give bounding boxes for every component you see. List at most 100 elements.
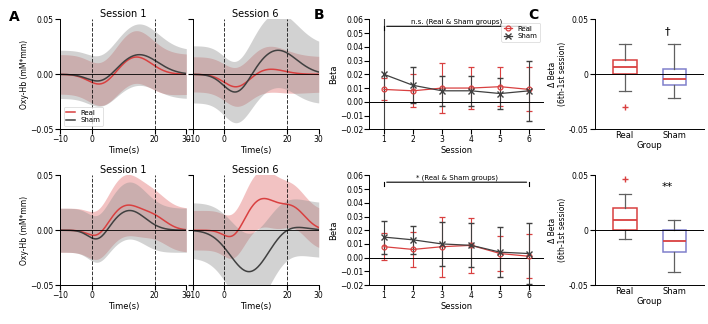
Sham bbox=[231, 90, 239, 94]
Real bbox=[260, 197, 268, 201]
Title: Session 6: Session 6 bbox=[232, 9, 279, 19]
Real bbox=[267, 67, 275, 71]
Sham bbox=[264, 52, 273, 56]
Line: Real: Real bbox=[60, 205, 186, 235]
Sham bbox=[56, 73, 64, 76]
Text: ch.11: ch.11 bbox=[0, 211, 1, 249]
Real bbox=[171, 225, 180, 229]
Line: Real: Real bbox=[193, 69, 319, 87]
Real bbox=[163, 70, 171, 74]
Text: C: C bbox=[529, 8, 539, 22]
Real bbox=[132, 204, 140, 208]
Real bbox=[266, 198, 275, 202]
Real bbox=[56, 228, 64, 232]
Title: Session 1: Session 1 bbox=[100, 165, 147, 175]
Y-axis label: Δ Beta
(6th-1st session): Δ Beta (6th-1st session) bbox=[548, 42, 567, 107]
Real bbox=[295, 72, 304, 75]
X-axis label: Time(s): Time(s) bbox=[108, 302, 139, 311]
Real bbox=[304, 217, 312, 221]
Sham bbox=[189, 73, 198, 76]
X-axis label: Time(s): Time(s) bbox=[240, 146, 271, 155]
Real bbox=[56, 73, 64, 76]
Sham bbox=[171, 228, 180, 232]
Y-axis label: Oxy-Hb (mM*mm): Oxy-Hb (mM*mm) bbox=[20, 40, 29, 109]
Sham bbox=[266, 51, 275, 54]
Real bbox=[134, 205, 142, 209]
Sham bbox=[135, 53, 144, 57]
Sham bbox=[304, 65, 312, 69]
Real bbox=[90, 233, 98, 237]
Legend: Real, Sham: Real, Sham bbox=[64, 107, 103, 126]
X-axis label: Session: Session bbox=[440, 302, 473, 311]
Sham bbox=[188, 73, 197, 76]
Sham bbox=[56, 228, 64, 232]
Real bbox=[182, 228, 190, 232]
Real bbox=[264, 197, 273, 201]
Real bbox=[295, 209, 304, 213]
Real bbox=[132, 205, 140, 209]
Line: Real: Real bbox=[193, 199, 319, 237]
Sham bbox=[189, 229, 198, 233]
Text: **: ** bbox=[661, 182, 673, 192]
Sham bbox=[163, 66, 171, 70]
Y-axis label: Oxy-Hb (mM*mm): Oxy-Hb (mM*mm) bbox=[20, 196, 29, 265]
Sham bbox=[264, 251, 273, 255]
Real bbox=[188, 73, 197, 76]
Line: Real: Real bbox=[60, 57, 186, 84]
Sham bbox=[132, 210, 140, 214]
Sham bbox=[57, 73, 65, 76]
Real bbox=[94, 82, 103, 86]
X-axis label: Session: Session bbox=[440, 146, 473, 155]
Real bbox=[132, 55, 141, 59]
Real bbox=[188, 228, 197, 232]
Sham bbox=[93, 79, 101, 83]
Sham bbox=[304, 226, 312, 230]
Sham bbox=[125, 209, 134, 213]
Line: Sham: Sham bbox=[193, 227, 319, 272]
Sham bbox=[57, 228, 65, 232]
Sham bbox=[314, 70, 323, 74]
Real bbox=[131, 55, 139, 59]
Sham bbox=[132, 210, 140, 214]
X-axis label: Group: Group bbox=[636, 141, 663, 150]
Y-axis label: Beta: Beta bbox=[329, 220, 338, 240]
Sham bbox=[263, 52, 272, 56]
Sham bbox=[91, 237, 100, 241]
X-axis label: Time(s): Time(s) bbox=[240, 302, 271, 311]
Real bbox=[264, 67, 273, 71]
Sham bbox=[295, 226, 304, 229]
Text: * (Real & Sham groups): * (Real & Sham groups) bbox=[416, 174, 498, 181]
Title: Session 6: Session 6 bbox=[232, 165, 279, 175]
Real bbox=[232, 85, 240, 89]
Text: B: B bbox=[314, 8, 324, 22]
Sham bbox=[266, 248, 275, 252]
Real bbox=[125, 203, 133, 207]
Legend: Real, Sham: Real, Sham bbox=[501, 23, 540, 42]
Sham bbox=[274, 48, 282, 52]
Real bbox=[134, 55, 142, 59]
Real bbox=[263, 67, 272, 71]
Sham bbox=[295, 226, 303, 229]
Line: Sham: Sham bbox=[60, 55, 186, 81]
Sham bbox=[132, 53, 140, 57]
Text: †: † bbox=[664, 26, 670, 36]
Sham bbox=[188, 229, 197, 233]
Real bbox=[182, 72, 190, 76]
Sham bbox=[131, 53, 139, 57]
Sham bbox=[295, 60, 304, 64]
Sham bbox=[182, 72, 190, 75]
Sham bbox=[163, 227, 171, 231]
Real bbox=[57, 228, 65, 232]
Real bbox=[314, 72, 323, 76]
Real bbox=[225, 235, 234, 238]
Title: Session 1: Session 1 bbox=[100, 9, 147, 19]
Text: A: A bbox=[8, 10, 19, 24]
Real bbox=[132, 55, 140, 59]
Text: n.s. (Real & Sham groups): n.s. (Real & Sham groups) bbox=[411, 18, 502, 25]
Line: Sham: Sham bbox=[193, 50, 319, 92]
Real bbox=[189, 73, 198, 76]
X-axis label: Group: Group bbox=[636, 297, 663, 306]
Sham bbox=[182, 228, 190, 232]
Text: ch.7: ch.7 bbox=[0, 60, 1, 89]
Line: Sham: Sham bbox=[60, 211, 186, 239]
